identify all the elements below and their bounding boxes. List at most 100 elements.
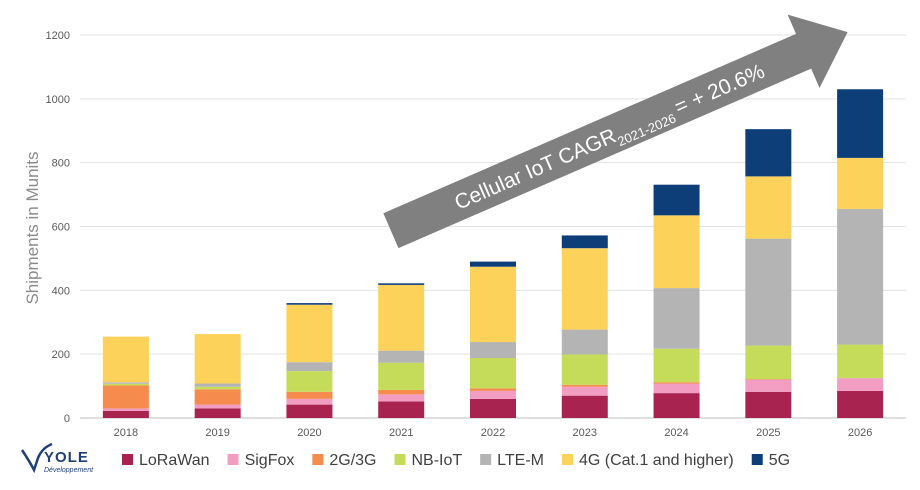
bar-segment	[194, 383, 241, 387]
bar-stack-2024	[653, 184, 700, 418]
y-tick-label: 600	[52, 222, 70, 234]
bar-stack-2019	[194, 334, 241, 418]
bar-segment	[561, 384, 608, 387]
yole-logo: YOLE Développement	[20, 442, 94, 474]
bar-segment	[470, 261, 516, 267]
bar-segment	[561, 248, 608, 330]
bar-segment	[194, 404, 241, 409]
bar-segment	[837, 208, 884, 345]
bar-segment	[286, 404, 333, 418]
legend-swatch	[751, 454, 763, 465]
bar-segment	[470, 388, 516, 391]
bar-segment	[286, 304, 333, 363]
bars	[102, 89, 884, 418]
bar-segment	[653, 383, 700, 394]
bar-segment	[837, 390, 884, 418]
bar-segment	[837, 89, 884, 158]
logo-tagline: Développement	[44, 467, 94, 474]
bar-segment	[837, 344, 884, 379]
bar-segment	[102, 336, 149, 383]
x-tick-label: 2024	[664, 427, 688, 439]
bar-segment	[837, 157, 884, 209]
y-tick-label: 0	[64, 413, 70, 425]
bar-segment	[286, 371, 333, 392]
bar-stack-2020	[286, 303, 333, 418]
x-tick-label: 2025	[756, 427, 780, 439]
x-tick-label: 2019	[205, 427, 229, 439]
x-tick-label: 2026	[848, 427, 872, 439]
bar-segment	[653, 348, 700, 383]
bar-stack-2018	[102, 336, 149, 418]
bar-segment	[102, 383, 149, 386]
y-axis-label: Shipments in Munits	[23, 151, 42, 304]
bar-segment	[378, 350, 425, 363]
bar-segment	[378, 362, 425, 390]
legend-item: 4G (Cat.1 and higher)	[561, 452, 734, 469]
bar-segment	[561, 235, 608, 249]
x-tick-label: 2018	[114, 427, 138, 439]
legend-item: 2G/3G	[312, 452, 377, 469]
bar-segment	[378, 401, 425, 418]
bar-segment	[286, 391, 333, 399]
legend-swatch	[122, 454, 133, 465]
bar-segment	[286, 362, 333, 372]
bar-segment	[837, 378, 884, 391]
y-tick-label: 1000	[46, 94, 70, 106]
yole-logo-mark	[20, 442, 53, 474]
legend-label: 5G	[769, 452, 790, 469]
y-axis: 0 200 400 600 800 1000 1200	[46, 30, 70, 425]
legend-label: LTE-M	[497, 452, 544, 469]
bar-segment	[745, 176, 792, 239]
bar-segment	[561, 354, 608, 385]
bar-segment	[745, 379, 792, 380]
x-axis: 2018 2019 2020 2021 2022 2023 2024 2025 2026	[114, 427, 873, 439]
legend-item: LoRaWan	[122, 452, 210, 469]
bar-segment	[378, 394, 425, 402]
legend-label: 4G (Cat.1 and higher)	[579, 452, 734, 469]
legend-swatch	[312, 454, 324, 465]
bar-segment	[561, 386, 608, 396]
bar-segment	[653, 393, 700, 418]
bar-segment	[102, 382, 149, 384]
bar-segment	[378, 389, 425, 395]
legend: LoRaWan SigFox 2G/3G NB-IoT LTE-M 4G (Cat.1 a…	[122, 452, 790, 469]
bar-stack-2021	[378, 283, 425, 418]
bar-stack-2023	[561, 235, 608, 418]
legend-label: SigFox	[245, 452, 295, 469]
cagr-label: Cellular IoT CAGR	[451, 124, 619, 214]
bar-segment	[745, 345, 792, 380]
bar-segment	[745, 391, 792, 418]
bar-segment	[653, 382, 700, 384]
legend-swatch	[394, 454, 406, 465]
bar-segment	[745, 129, 792, 177]
bar-segment	[745, 379, 792, 392]
bar-segment	[470, 266, 516, 343]
legend-item: LTE-M	[480, 452, 544, 469]
bar-segment	[470, 342, 516, 358]
y-tick-label: 200	[52, 349, 70, 361]
bar-segment	[102, 408, 149, 411]
bar-segment	[653, 288, 700, 349]
cagr-annotation: Cellular IoT CAGR2021-2026= + 20.6%	[451, 60, 769, 219]
x-tick-label: 2022	[481, 427, 505, 439]
bar-segment	[194, 389, 241, 405]
bar-segment	[653, 215, 700, 289]
legend-item: 5G	[751, 452, 790, 469]
bar-stack-2026	[837, 89, 884, 418]
bar-segment	[194, 334, 241, 384]
bar-segment	[470, 390, 516, 399]
bar-segment	[102, 385, 149, 409]
legend-item: NB-IoT	[394, 452, 463, 469]
bar-stack-2025	[745, 129, 792, 418]
bar-segment	[286, 398, 333, 405]
bar-segment	[194, 386, 241, 390]
bar-segment	[470, 398, 516, 418]
x-tick-label: 2020	[297, 427, 321, 439]
legend-label: 2G/3G	[329, 452, 376, 469]
bar-segment	[745, 238, 792, 346]
y-tick-label: 400	[52, 285, 70, 297]
legend-label: LoRaWan	[139, 452, 210, 469]
legend-label: NB-IoT	[412, 452, 463, 469]
legend-item: SigFox	[227, 452, 295, 469]
